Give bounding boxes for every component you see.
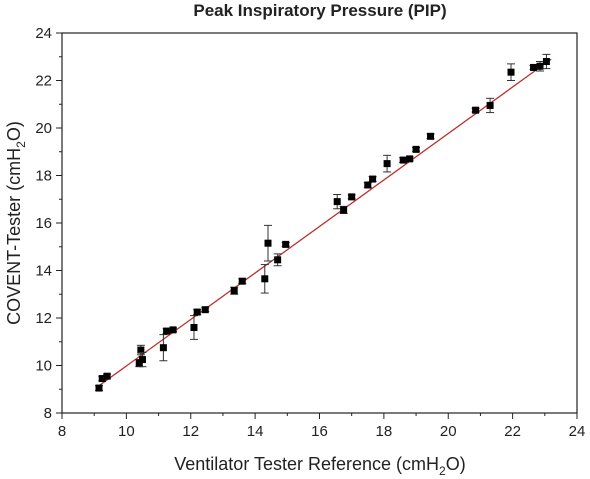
x-tick-label: 24 <box>569 423 586 440</box>
data-point <box>264 224 272 262</box>
data-point <box>260 264 269 294</box>
data-point <box>138 351 147 368</box>
data-point <box>281 240 290 248</box>
square-marker <box>135 359 143 367</box>
square-marker <box>230 287 238 295</box>
square-marker <box>383 160 391 168</box>
square-marker <box>201 306 209 314</box>
y-tick-label: 14 <box>35 263 52 280</box>
square-marker <box>159 344 167 352</box>
axis-layer: 8 10 12 14 16 18 20 22 24 8 10 12 14 16 18 20 22 24 <box>35 25 585 440</box>
square-marker <box>369 175 377 183</box>
data-point <box>103 372 112 380</box>
square-marker <box>163 327 171 335</box>
data-point <box>426 132 435 140</box>
square-marker <box>98 375 106 383</box>
square-marker <box>536 62 544 70</box>
x-tick-label: 8 <box>58 423 66 440</box>
data-point <box>95 384 104 392</box>
y-tick-label: 22 <box>35 73 52 90</box>
x-tick-label: 18 <box>376 423 393 440</box>
chart-title: Peak Inspiratory Pressure (PIP) <box>193 1 446 20</box>
x-tick-label: 10 <box>118 423 135 440</box>
square-marker <box>486 101 494 109</box>
x-tick-label: 12 <box>182 423 199 440</box>
data-point <box>368 175 377 183</box>
data-point <box>189 315 198 340</box>
square-marker <box>238 277 246 285</box>
fit-line-layer <box>97 58 552 388</box>
data-point <box>542 53 551 70</box>
data-point <box>333 194 342 210</box>
square-marker <box>95 384 103 392</box>
square-marker <box>264 239 272 247</box>
square-marker <box>348 193 356 201</box>
data-point <box>230 286 239 295</box>
data-point <box>471 106 480 114</box>
square-marker <box>169 326 177 334</box>
data-point <box>405 155 414 163</box>
square-marker <box>542 58 550 65</box>
data-points-layer <box>95 53 551 392</box>
square-marker <box>138 356 146 364</box>
y-axis-title: COVENT-Tester (cmH2O) <box>4 121 28 325</box>
square-marker <box>530 63 538 71</box>
square-marker <box>193 308 201 316</box>
data-point <box>273 253 282 267</box>
data-point <box>529 63 538 71</box>
square-marker <box>406 155 414 163</box>
data-point <box>363 181 372 189</box>
data-point <box>383 154 392 173</box>
square-marker <box>472 106 480 114</box>
square-marker <box>507 68 515 76</box>
x-tick-label: 16 <box>311 423 328 440</box>
data-point <box>98 375 107 383</box>
data-point <box>399 156 408 164</box>
y-tick-label: 12 <box>35 310 52 327</box>
square-marker <box>340 206 348 214</box>
square-marker <box>261 275 269 283</box>
square-marker <box>333 198 341 206</box>
y-tick-label: 20 <box>35 120 52 137</box>
data-point <box>201 306 210 314</box>
data-point <box>162 327 171 335</box>
linear-fit-line <box>97 58 552 388</box>
square-marker <box>412 145 420 153</box>
x-tick-label: 20 <box>440 423 457 440</box>
square-marker <box>364 181 372 189</box>
x-tick-label: 14 <box>247 423 264 440</box>
y-tick-label: 18 <box>35 168 52 185</box>
y-tick-label: 16 <box>35 215 52 232</box>
data-point <box>486 97 495 114</box>
y-tick-label: 8 <box>44 405 52 422</box>
data-point <box>169 326 178 334</box>
square-marker <box>190 324 198 331</box>
data-point <box>136 344 145 356</box>
square-marker <box>274 256 282 264</box>
data-point <box>339 205 348 214</box>
x-tick-label: 22 <box>504 423 521 440</box>
data-point <box>507 63 516 81</box>
data-point <box>535 61 544 72</box>
data-point <box>238 277 247 285</box>
square-marker <box>399 156 407 164</box>
square-marker <box>103 372 111 380</box>
square-marker <box>282 240 290 248</box>
data-point <box>193 308 202 316</box>
data-point <box>412 145 421 153</box>
square-marker <box>137 346 145 354</box>
x-axis-title: Ventilator Tester Reference (cmH2O) <box>174 454 465 478</box>
data-point <box>159 334 168 362</box>
square-marker <box>427 132 435 140</box>
y-tick-label: 24 <box>35 25 52 42</box>
y-tick-label: 10 <box>35 358 52 375</box>
data-point <box>347 193 356 201</box>
